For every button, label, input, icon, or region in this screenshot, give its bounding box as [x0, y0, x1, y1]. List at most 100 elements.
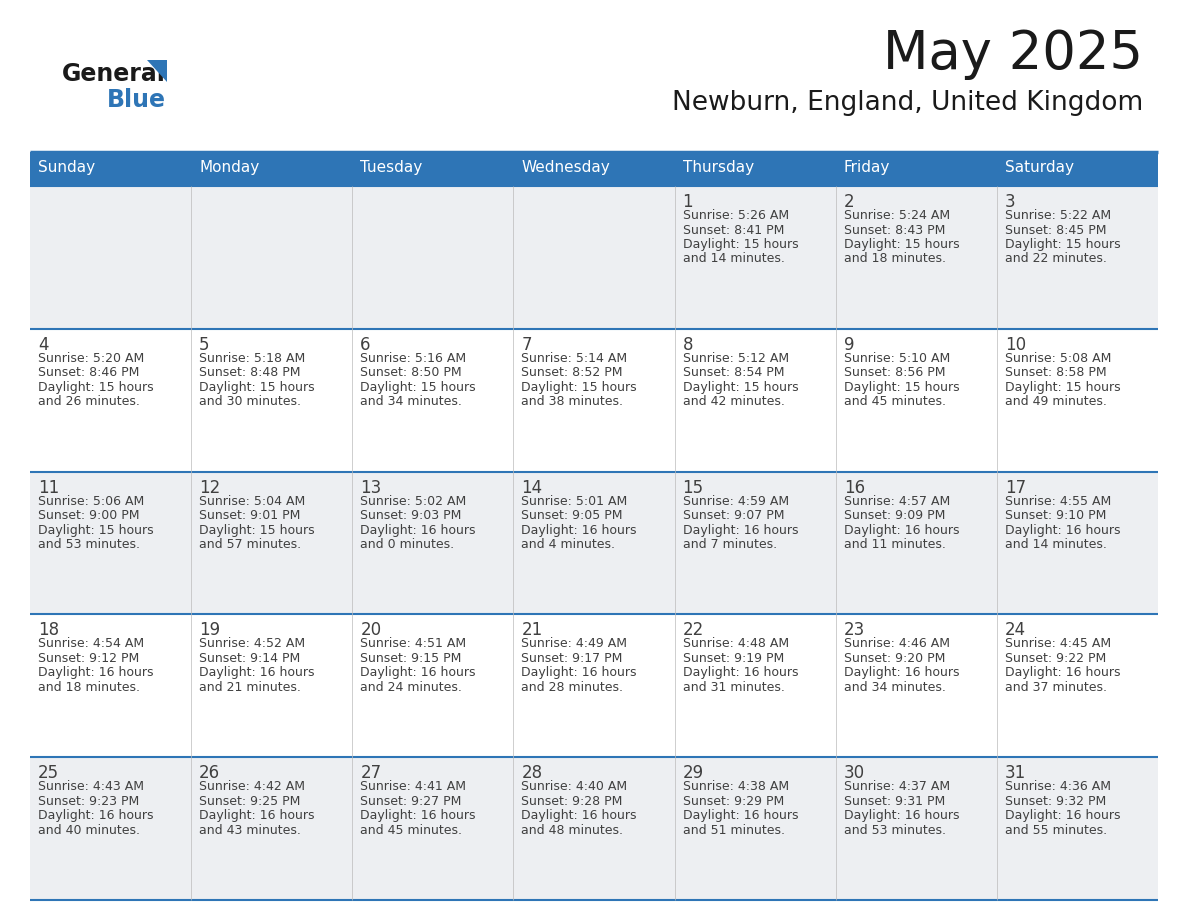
Text: Sunrise: 5:06 AM: Sunrise: 5:06 AM [38, 495, 144, 508]
Text: Daylight: 16 hours: Daylight: 16 hours [38, 666, 153, 679]
Text: Sunrise: 4:43 AM: Sunrise: 4:43 AM [38, 780, 144, 793]
Text: Sunset: 9:28 PM: Sunset: 9:28 PM [522, 795, 623, 808]
Text: and 34 minutes.: and 34 minutes. [360, 396, 462, 409]
Text: 19: 19 [200, 621, 220, 640]
Text: Sunset: 8:48 PM: Sunset: 8:48 PM [200, 366, 301, 379]
Text: Sunrise: 4:49 AM: Sunrise: 4:49 AM [522, 637, 627, 650]
Text: Sunrise: 5:24 AM: Sunrise: 5:24 AM [843, 209, 950, 222]
Text: and 38 minutes.: and 38 minutes. [522, 396, 624, 409]
Text: May 2025: May 2025 [883, 28, 1143, 80]
Text: and 43 minutes.: and 43 minutes. [200, 823, 301, 836]
Text: Sunset: 8:58 PM: Sunset: 8:58 PM [1005, 366, 1106, 379]
Text: 30: 30 [843, 764, 865, 782]
Text: Daylight: 16 hours: Daylight: 16 hours [1005, 809, 1120, 823]
Text: 1: 1 [683, 193, 693, 211]
Bar [30, 186, 1158, 329]
Text: Daylight: 15 hours: Daylight: 15 hours [843, 238, 960, 251]
Text: 26: 26 [200, 764, 220, 782]
Text: Saturday: Saturday [1005, 160, 1074, 175]
Text: Sunday: Sunday [38, 160, 95, 175]
Text: 7: 7 [522, 336, 532, 353]
Text: Sunset: 8:43 PM: Sunset: 8:43 PM [843, 223, 946, 237]
Text: 10: 10 [1005, 336, 1026, 353]
Text: Sunrise: 4:46 AM: Sunrise: 4:46 AM [843, 637, 949, 650]
Text: Sunrise: 5:08 AM: Sunrise: 5:08 AM [1005, 352, 1111, 364]
Text: 15: 15 [683, 478, 703, 497]
Bar [30, 472, 1158, 614]
Text: and 40 minutes.: and 40 minutes. [38, 823, 140, 836]
Text: Daylight: 16 hours: Daylight: 16 hours [38, 809, 153, 823]
Text: Sunrise: 5:01 AM: Sunrise: 5:01 AM [522, 495, 627, 508]
Text: and 7 minutes.: and 7 minutes. [683, 538, 777, 551]
Text: Daylight: 16 hours: Daylight: 16 hours [1005, 666, 1120, 679]
Bar [30, 614, 1158, 757]
Text: Daylight: 16 hours: Daylight: 16 hours [360, 523, 475, 537]
Text: Daylight: 16 hours: Daylight: 16 hours [683, 523, 798, 537]
Polygon shape [147, 60, 168, 82]
Text: Sunset: 9:20 PM: Sunset: 9:20 PM [843, 652, 946, 665]
Text: Sunrise: 4:38 AM: Sunrise: 4:38 AM [683, 780, 789, 793]
Text: 8: 8 [683, 336, 693, 353]
Text: Sunset: 9:19 PM: Sunset: 9:19 PM [683, 652, 784, 665]
Text: Sunset: 9:17 PM: Sunset: 9:17 PM [522, 652, 623, 665]
Text: Sunrise: 5:04 AM: Sunrise: 5:04 AM [200, 495, 305, 508]
Text: Daylight: 16 hours: Daylight: 16 hours [522, 666, 637, 679]
Text: and 49 minutes.: and 49 minutes. [1005, 396, 1107, 409]
Text: 13: 13 [360, 478, 381, 497]
Text: 5: 5 [200, 336, 209, 353]
Text: Sunrise: 5:22 AM: Sunrise: 5:22 AM [1005, 209, 1111, 222]
Text: Daylight: 15 hours: Daylight: 15 hours [1005, 381, 1120, 394]
Text: Sunrise: 5:14 AM: Sunrise: 5:14 AM [522, 352, 627, 364]
Text: Sunset: 9:14 PM: Sunset: 9:14 PM [200, 652, 301, 665]
Text: Newburn, England, United Kingdom: Newburn, England, United Kingdom [671, 90, 1143, 116]
Text: 24: 24 [1005, 621, 1026, 640]
Text: 29: 29 [683, 764, 703, 782]
Text: Sunset: 8:54 PM: Sunset: 8:54 PM [683, 366, 784, 379]
Text: Sunset: 9:03 PM: Sunset: 9:03 PM [360, 509, 462, 522]
Text: Sunrise: 4:51 AM: Sunrise: 4:51 AM [360, 637, 467, 650]
Text: Daylight: 15 hours: Daylight: 15 hours [683, 238, 798, 251]
Text: Sunrise: 4:42 AM: Sunrise: 4:42 AM [200, 780, 305, 793]
Text: Sunrise: 4:37 AM: Sunrise: 4:37 AM [843, 780, 950, 793]
Text: Daylight: 15 hours: Daylight: 15 hours [843, 381, 960, 394]
Text: Sunset: 9:31 PM: Sunset: 9:31 PM [843, 795, 944, 808]
Text: 28: 28 [522, 764, 543, 782]
Text: Sunset: 8:45 PM: Sunset: 8:45 PM [1005, 223, 1106, 237]
Text: and 34 minutes.: and 34 minutes. [843, 681, 946, 694]
Text: Daylight: 15 hours: Daylight: 15 hours [522, 381, 637, 394]
Text: Sunrise: 4:36 AM: Sunrise: 4:36 AM [1005, 780, 1111, 793]
Text: and 14 minutes.: and 14 minutes. [683, 252, 784, 265]
Text: 23: 23 [843, 621, 865, 640]
Text: 9: 9 [843, 336, 854, 353]
Text: Daylight: 16 hours: Daylight: 16 hours [200, 666, 315, 679]
Text: Friday: Friday [843, 160, 890, 175]
Text: and 18 minutes.: and 18 minutes. [843, 252, 946, 265]
Text: and 31 minutes.: and 31 minutes. [683, 681, 784, 694]
Text: and 21 minutes.: and 21 minutes. [200, 681, 301, 694]
Text: 31: 31 [1005, 764, 1026, 782]
Text: Sunrise: 5:12 AM: Sunrise: 5:12 AM [683, 352, 789, 364]
Text: Sunset: 9:09 PM: Sunset: 9:09 PM [843, 509, 946, 522]
Text: Sunset: 8:52 PM: Sunset: 8:52 PM [522, 366, 623, 379]
Text: 27: 27 [360, 764, 381, 782]
Text: and 45 minutes.: and 45 minutes. [843, 396, 946, 409]
Text: Sunset: 8:50 PM: Sunset: 8:50 PM [360, 366, 462, 379]
Text: Daylight: 16 hours: Daylight: 16 hours [522, 523, 637, 537]
Text: Sunrise: 4:54 AM: Sunrise: 4:54 AM [38, 637, 144, 650]
Text: Sunrise: 5:20 AM: Sunrise: 5:20 AM [38, 352, 144, 364]
Text: and 4 minutes.: and 4 minutes. [522, 538, 615, 551]
Text: Sunset: 9:01 PM: Sunset: 9:01 PM [200, 509, 301, 522]
Text: Blue: Blue [107, 88, 166, 112]
Text: Daylight: 16 hours: Daylight: 16 hours [360, 666, 475, 679]
Text: Sunrise: 5:26 AM: Sunrise: 5:26 AM [683, 209, 789, 222]
Text: Monday: Monday [200, 160, 259, 175]
Text: Sunrise: 4:48 AM: Sunrise: 4:48 AM [683, 637, 789, 650]
Text: Sunset: 9:10 PM: Sunset: 9:10 PM [1005, 509, 1106, 522]
Bar [30, 757, 1158, 900]
Text: and 42 minutes.: and 42 minutes. [683, 396, 784, 409]
Text: 14: 14 [522, 478, 543, 497]
Text: Daylight: 16 hours: Daylight: 16 hours [843, 666, 959, 679]
Text: Sunset: 9:23 PM: Sunset: 9:23 PM [38, 795, 139, 808]
Text: Sunrise: 4:59 AM: Sunrise: 4:59 AM [683, 495, 789, 508]
Bar [30, 152, 1158, 186]
